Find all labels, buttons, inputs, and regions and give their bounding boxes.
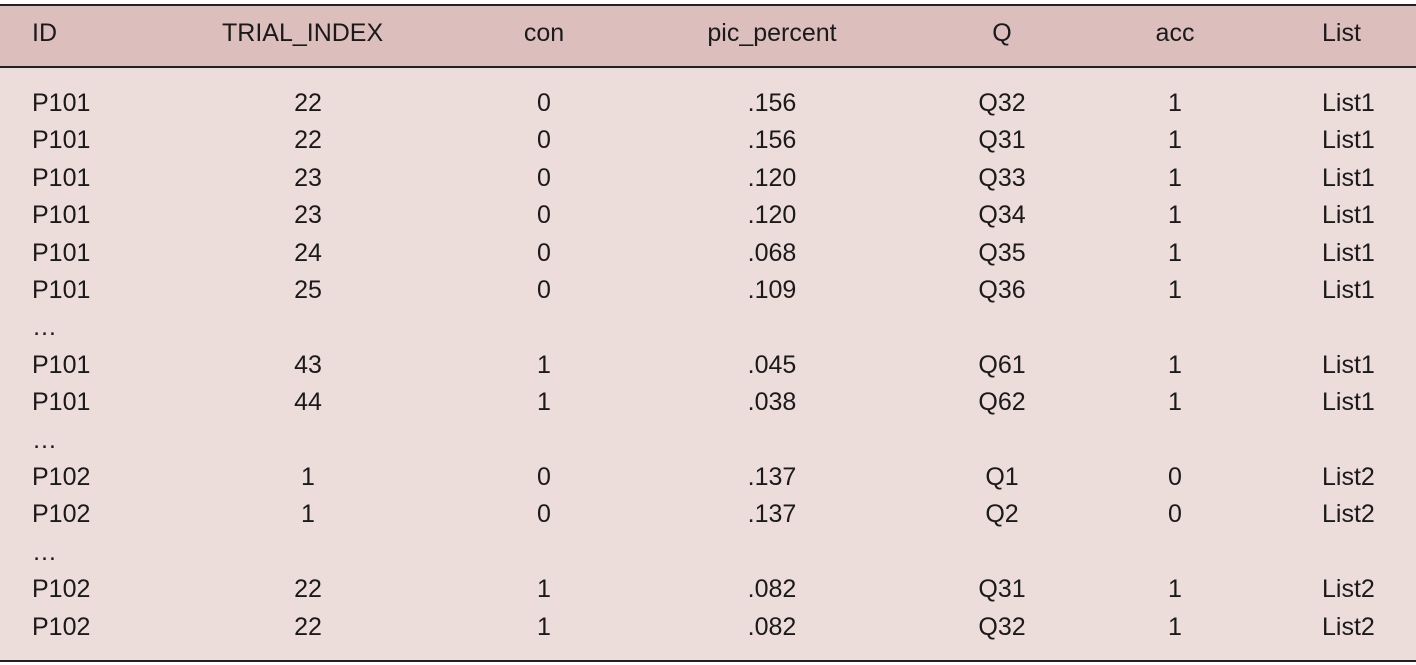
- table-cell: 0: [537, 276, 551, 304]
- table-cell: 0: [537, 238, 551, 267]
- table-cell: Q1: [985, 463, 1019, 491]
- table-cell: 1: [1168, 126, 1182, 155]
- table-cell: .082: [747, 575, 797, 604]
- table-cell: P102: [32, 612, 91, 641]
- table-cell: 25: [294, 276, 322, 304]
- table-cell: 22: [294, 89, 322, 117]
- table-cell: 44: [294, 388, 322, 417]
- table-cell: 1: [1168, 163, 1182, 192]
- table-cell: .038: [747, 388, 797, 417]
- table-cell: .137: [747, 463, 797, 491]
- table-cell: Q33: [978, 163, 1026, 192]
- table-cell: 0: [537, 89, 551, 117]
- table-cell: 0: [537, 500, 551, 529]
- table-cell: 1: [537, 612, 551, 641]
- table-cell: P102: [32, 575, 91, 604]
- header-cell: List: [1322, 19, 1361, 47]
- table-cell: P101: [32, 388, 91, 417]
- table-cell: 0: [1168, 500, 1182, 529]
- table-cell: .120: [747, 163, 797, 192]
- table-cell: 1: [1168, 612, 1182, 641]
- body-band: [0, 68, 1416, 662]
- table-cell: List1: [1322, 276, 1375, 304]
- table-cell: P101: [32, 163, 91, 192]
- table-cell: 1: [1168, 89, 1182, 117]
- header-cell: TRIAL_INDEX: [222, 19, 384, 47]
- table-cell: .068: [747, 238, 797, 267]
- table-cell: 1: [537, 388, 551, 417]
- header-cell: Q: [992, 19, 1012, 47]
- table-cell: 23: [294, 163, 322, 192]
- table-cell: List2: [1322, 500, 1375, 529]
- header-cell: con: [523, 19, 565, 47]
- table-cell: Q36: [978, 276, 1026, 304]
- header-cell: pic_percent: [707, 19, 837, 47]
- table-cell: List1: [1322, 126, 1375, 155]
- table-cell: 0: [1168, 463, 1182, 491]
- table-cell: Q35: [978, 238, 1026, 267]
- table-cell: 1: [301, 463, 315, 491]
- table-cell: P101: [32, 276, 91, 304]
- table-cell: 43: [294, 350, 322, 379]
- table-cell: 1: [1168, 350, 1182, 379]
- header-cell: ID: [32, 19, 57, 47]
- table-cell: 1: [537, 350, 551, 379]
- ellipsis: …: [32, 425, 57, 454]
- table-cell: List1: [1322, 238, 1375, 267]
- table-cell: .156: [747, 89, 797, 117]
- table-cell: List1: [1322, 388, 1375, 417]
- table-cell: 1: [537, 575, 551, 604]
- header-cell: acc: [1155, 19, 1195, 47]
- table-cell: P101: [32, 238, 91, 267]
- table-cell: List2: [1322, 575, 1375, 604]
- table-cell: 22: [294, 612, 322, 641]
- table-cell: List2: [1322, 612, 1375, 641]
- table-cell: 23: [294, 201, 322, 230]
- ellipsis: …: [32, 313, 57, 342]
- header-band: [0, 4, 1416, 68]
- table-cell: List1: [1322, 350, 1375, 379]
- table-cell: 22: [294, 575, 322, 604]
- table-cell: 1: [301, 500, 315, 529]
- table-cell: P101: [32, 350, 91, 379]
- table-cell: 0: [537, 463, 551, 491]
- table-cell: 1: [1168, 276, 1182, 304]
- table-cell: 0: [537, 201, 551, 230]
- table-cell: List1: [1322, 89, 1375, 117]
- table-cell: .109: [747, 276, 797, 304]
- table-cell: P101: [32, 126, 91, 155]
- ellipsis: …: [32, 537, 57, 566]
- table-cell: .137: [747, 500, 797, 529]
- table-cell: 24: [294, 238, 322, 267]
- table-cell: Q62: [978, 388, 1026, 417]
- table-cell: Q2: [985, 500, 1019, 529]
- table-cell: Q31: [978, 126, 1026, 155]
- table-cell: 1: [1168, 575, 1182, 604]
- table-cell: List1: [1322, 201, 1375, 230]
- table-cell: 1: [1168, 388, 1182, 417]
- table-cell: .082: [747, 612, 797, 641]
- table-cell: 1: [1168, 201, 1182, 230]
- table-cell: .045: [747, 350, 797, 379]
- table-cell: 0: [537, 163, 551, 192]
- table-cell: .120: [747, 201, 797, 230]
- table-cell: 0: [537, 126, 551, 155]
- table-cell: Q34: [978, 201, 1026, 230]
- table-cell: .156: [747, 126, 797, 155]
- table-cell: 1: [1168, 238, 1182, 267]
- table-cell: Q31: [978, 575, 1026, 604]
- table-cell: P101: [32, 201, 91, 230]
- table-cell: List1: [1322, 163, 1375, 192]
- table-cell: 22: [294, 126, 322, 155]
- table-cell: P101: [32, 89, 91, 117]
- table-cell: P102: [32, 463, 91, 491]
- table-cell: Q61: [978, 350, 1026, 379]
- table-cell: Q32: [978, 89, 1026, 117]
- table-cell: List2: [1322, 463, 1375, 491]
- table-cell: P102: [32, 500, 91, 529]
- table-cell: Q32: [978, 612, 1026, 641]
